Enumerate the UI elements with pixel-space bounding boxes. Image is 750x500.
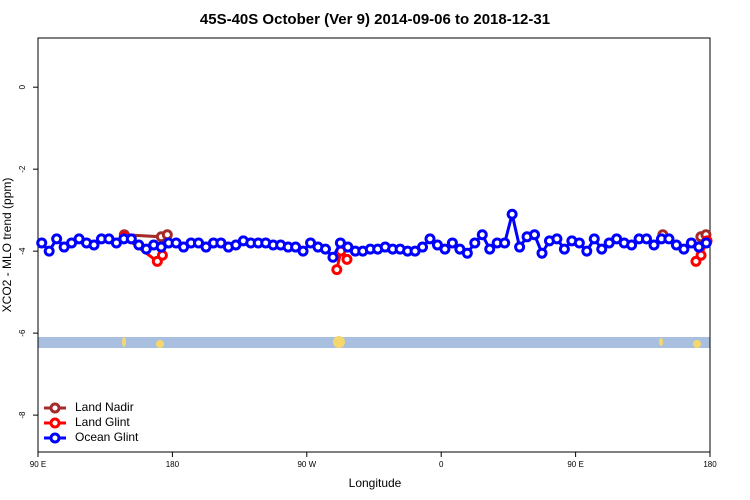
data-point <box>700 237 712 249</box>
data-point <box>536 247 548 259</box>
data-point <box>596 243 608 255</box>
data-point <box>341 253 353 265</box>
data-point <box>297 245 309 257</box>
x-tick-label: 180 <box>703 460 717 469</box>
data-point <box>319 243 331 255</box>
data-point <box>573 237 585 249</box>
data-point <box>327 251 339 263</box>
data-point <box>581 245 593 257</box>
y-tick-label: -2 <box>18 165 27 173</box>
data-point <box>499 237 511 249</box>
data-point <box>36 237 48 249</box>
data-point <box>446 237 458 249</box>
data-point <box>663 233 675 245</box>
x-tick-label: 90 W <box>297 460 316 469</box>
data-point <box>439 243 451 255</box>
data-point <box>558 243 570 255</box>
legend-label: Ocean Glint <box>75 430 139 444</box>
data-point <box>588 233 600 245</box>
y-tick-label: -8 <box>18 411 27 419</box>
legend-label: Land Glint <box>75 415 130 429</box>
land-spots <box>122 336 701 348</box>
land-band <box>38 337 710 348</box>
data-point <box>125 233 137 245</box>
chart-title: 45S-40S October (Ver 9) 2014-09-06 to 20… <box>200 11 550 28</box>
legend-marker <box>49 432 61 444</box>
data-point <box>476 229 488 241</box>
data-point <box>88 239 100 251</box>
data-point <box>648 239 660 251</box>
data-point <box>551 233 563 245</box>
legend-label: Land Nadir <box>75 400 134 414</box>
data-point <box>51 233 63 245</box>
x-tick-label: 0 <box>439 460 444 469</box>
legend-marker <box>49 417 61 429</box>
data-point <box>641 233 653 245</box>
y-tick-label: -6 <box>18 329 27 337</box>
data-point <box>529 229 541 241</box>
y-axis-label: XCO2 - MLO trend (ppm) <box>0 178 14 313</box>
data-point <box>514 241 526 253</box>
data-point <box>484 243 496 255</box>
y-tick-label: 0 <box>18 84 27 89</box>
x-axis-label: Longitude <box>349 476 402 490</box>
data-point <box>626 239 638 251</box>
data-point <box>417 241 429 253</box>
data-point <box>678 243 690 255</box>
x-tick-label: 90 E <box>30 460 46 469</box>
data-point <box>161 229 173 241</box>
x-tick-label: 180 <box>166 460 180 469</box>
data-point <box>469 237 481 249</box>
data-point <box>156 249 168 261</box>
data-point <box>506 208 518 220</box>
y-tick-label: -4 <box>18 247 27 255</box>
data-point <box>424 233 436 245</box>
x-tick-label: 90 E <box>567 460 583 469</box>
data-point <box>43 245 55 257</box>
data-point <box>331 264 343 276</box>
data-point <box>461 247 473 259</box>
legend-marker <box>49 402 61 414</box>
